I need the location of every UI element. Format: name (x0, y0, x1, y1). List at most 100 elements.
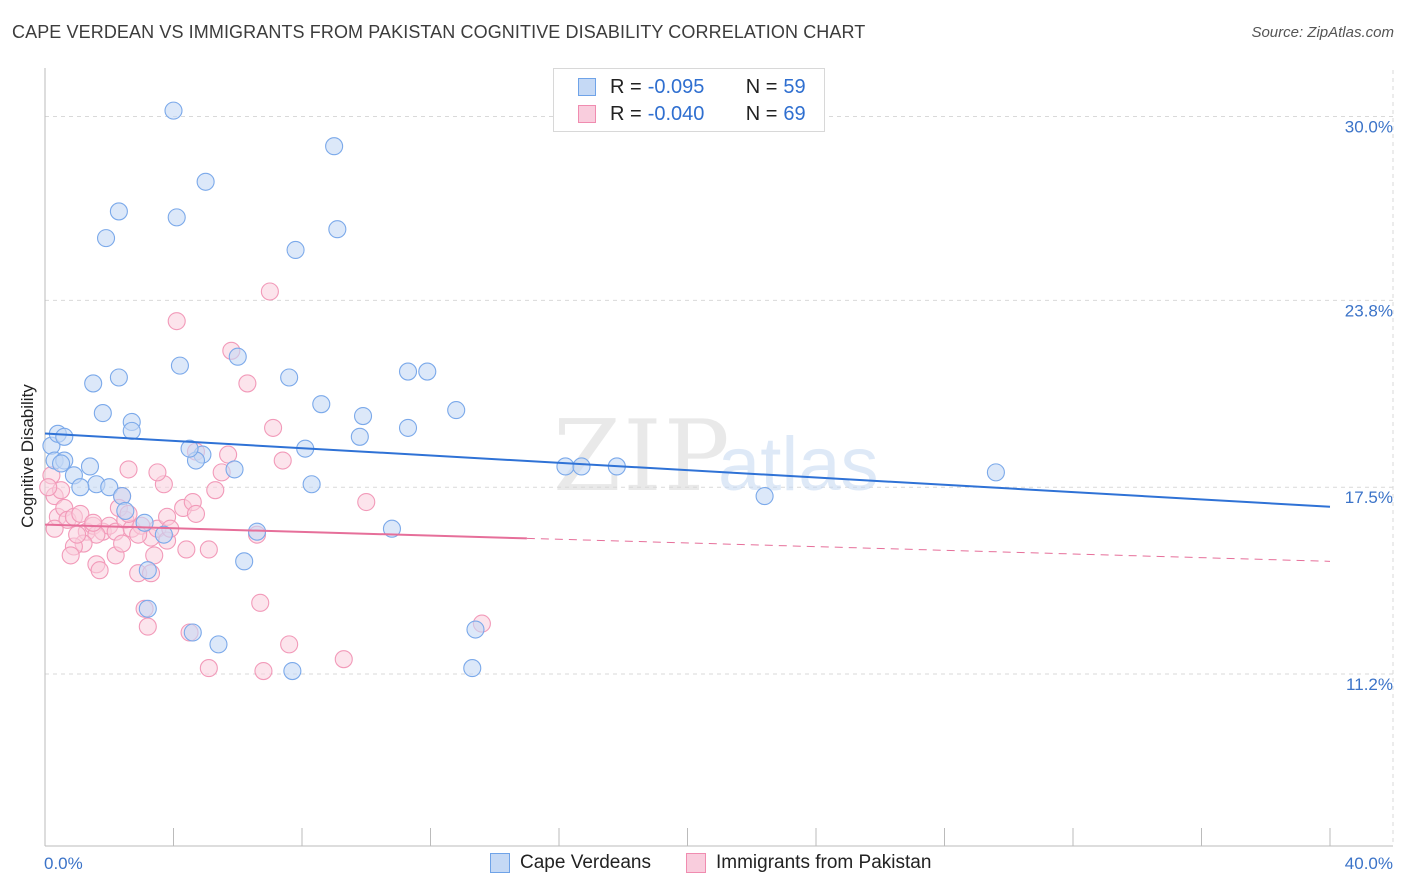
data-point-cape-verdean (113, 487, 132, 506)
data-point-cape-verdean (164, 101, 183, 120)
y-axis-label: Cognitive Disability (18, 384, 37, 528)
data-point-cape-verdean (96, 229, 116, 248)
axes (44, 68, 1393, 847)
data-point-pakistan (45, 519, 64, 538)
data-point-cape-verdean (302, 475, 321, 494)
data-point-cape-verdean (100, 478, 119, 497)
data-point-cape-verdean (52, 454, 71, 473)
watermark-atlas: atlas (718, 422, 879, 507)
data-point-cape-verdean (382, 519, 402, 538)
y-tick-label: 17.5% (1345, 488, 1393, 507)
watermark: ZIP atlas (553, 400, 879, 514)
data-point-cape-verdean (225, 460, 244, 479)
x-tick-label: 40.0% (1345, 854, 1393, 873)
data-point-cape-verdean (325, 137, 344, 156)
data-point-pakistan (238, 374, 257, 393)
data-point-cape-verdean (463, 659, 482, 678)
chart-title: CAPE VERDEAN VS IMMIGRANTS FROM PAKISTAN… (12, 22, 866, 42)
trend-line-pakistan-extrapolated (526, 537, 1331, 562)
legend-r-value: -0.095 (647, 75, 705, 98)
legend-swatch-blue (490, 853, 510, 873)
data-point-cape-verdean (283, 662, 302, 681)
data-point-pakistan (199, 540, 218, 559)
data-point-cape-verdean (84, 374, 103, 393)
data-point-cape-verdean (109, 368, 128, 387)
correlation-legend: R = -0.095 N = 59 R = -0.040 N = 69 (553, 68, 825, 132)
data-point-pakistan (206, 481, 225, 500)
data-point-pakistan (199, 659, 218, 678)
data-point-cape-verdean (986, 463, 1005, 482)
trend-lines (44, 432, 1331, 562)
data-point-cape-verdean (93, 404, 112, 423)
data-point-cape-verdean (447, 401, 466, 420)
legend-row-cape-verdean: R = -0.095 N = 59 (578, 74, 806, 100)
trend-line-cape-verdean (44, 432, 1331, 508)
legend-n-value: 59 (783, 75, 806, 98)
data-point-cape-verdean (398, 362, 418, 381)
legend-r-value: -0.040 (647, 102, 705, 125)
data-point-pakistan (148, 463, 167, 482)
data-point-cape-verdean (116, 501, 135, 520)
data-point-pakistan (68, 525, 87, 544)
y-tick-label: 23.8% (1345, 301, 1393, 320)
data-point-cape-verdean (235, 552, 254, 571)
data-point-cape-verdean (350, 427, 369, 446)
data-point-pakistan (90, 561, 109, 580)
data-point-cape-verdean (122, 421, 141, 440)
data-point-cape-verdean (280, 368, 299, 387)
data-point-cape-verdean (80, 457, 100, 476)
legend-n-label: N = (745, 102, 778, 125)
series-legend: Cape Verdeans Immigrants from Pakistan (0, 852, 1406, 878)
data-point-cape-verdean (418, 362, 437, 381)
data-point-cape-verdean (286, 240, 305, 260)
data-point-cape-verdean (183, 623, 202, 642)
data-point-cape-verdean (167, 208, 186, 227)
data-point-pakistan (264, 418, 283, 437)
data-point-cape-verdean (138, 561, 157, 580)
y-tick-label: 11.2% (1346, 675, 1393, 694)
legend-r-label: R = (610, 102, 642, 125)
legend-swatch-pink (578, 105, 596, 123)
data-point-pakistan (84, 513, 103, 532)
legend-label: Cape Verdeans (520, 852, 651, 873)
data-point-pakistan (357, 492, 376, 512)
data-point-pakistan (167, 312, 186, 331)
data-point-pakistan (273, 451, 292, 470)
data-point-pakistan (119, 460, 138, 479)
data-point-cape-verdean (398, 418, 418, 437)
data-point-cape-verdean (109, 202, 128, 221)
data-point-pakistan (251, 593, 270, 612)
data-point-cape-verdean (312, 395, 331, 414)
data-point-cape-verdean (71, 478, 90, 497)
y-tick-label: 30.0% (1345, 118, 1393, 137)
data-point-cape-verdean (755, 487, 774, 506)
data-point-pakistan (334, 650, 353, 669)
trend-line-pakistan (44, 523, 527, 540)
legend-n-value: 69 (783, 102, 806, 125)
data-point-pakistan (71, 504, 90, 523)
legend-item-pakistan[interactable]: Immigrants from Pakistan (686, 852, 931, 874)
legend-item-cape-verdeans[interactable]: Cape Verdeans (490, 852, 651, 874)
data-point-cape-verdean (328, 220, 347, 239)
data-point-pakistan (260, 282, 279, 301)
legend-r-label: R = (610, 75, 642, 98)
data-point-cape-verdean (196, 172, 215, 191)
data-point-pakistan (280, 635, 299, 654)
data-point-cape-verdean (180, 439, 199, 458)
data-point-cape-verdean (466, 620, 485, 639)
data-point-pakistan (177, 540, 196, 559)
data-point-cape-verdean (170, 356, 189, 375)
legend-row-pakistan: R = -0.040 N = 69 (578, 101, 806, 127)
watermark-zip: ZIP (553, 400, 732, 514)
data-point-cape-verdean (138, 599, 157, 618)
data-point-cape-verdean (55, 427, 74, 446)
data-point-pakistan (39, 478, 58, 497)
data-point-cape-verdean (154, 525, 173, 544)
data-point-pakistan (186, 504, 206, 523)
data-point-pakistan (138, 617, 157, 636)
source-label: Source: ZipAtlas.com (1251, 24, 1394, 41)
legend-n-label: N = (745, 75, 778, 98)
data-point-cape-verdean (556, 457, 575, 476)
data-point-pakistan (254, 662, 273, 681)
